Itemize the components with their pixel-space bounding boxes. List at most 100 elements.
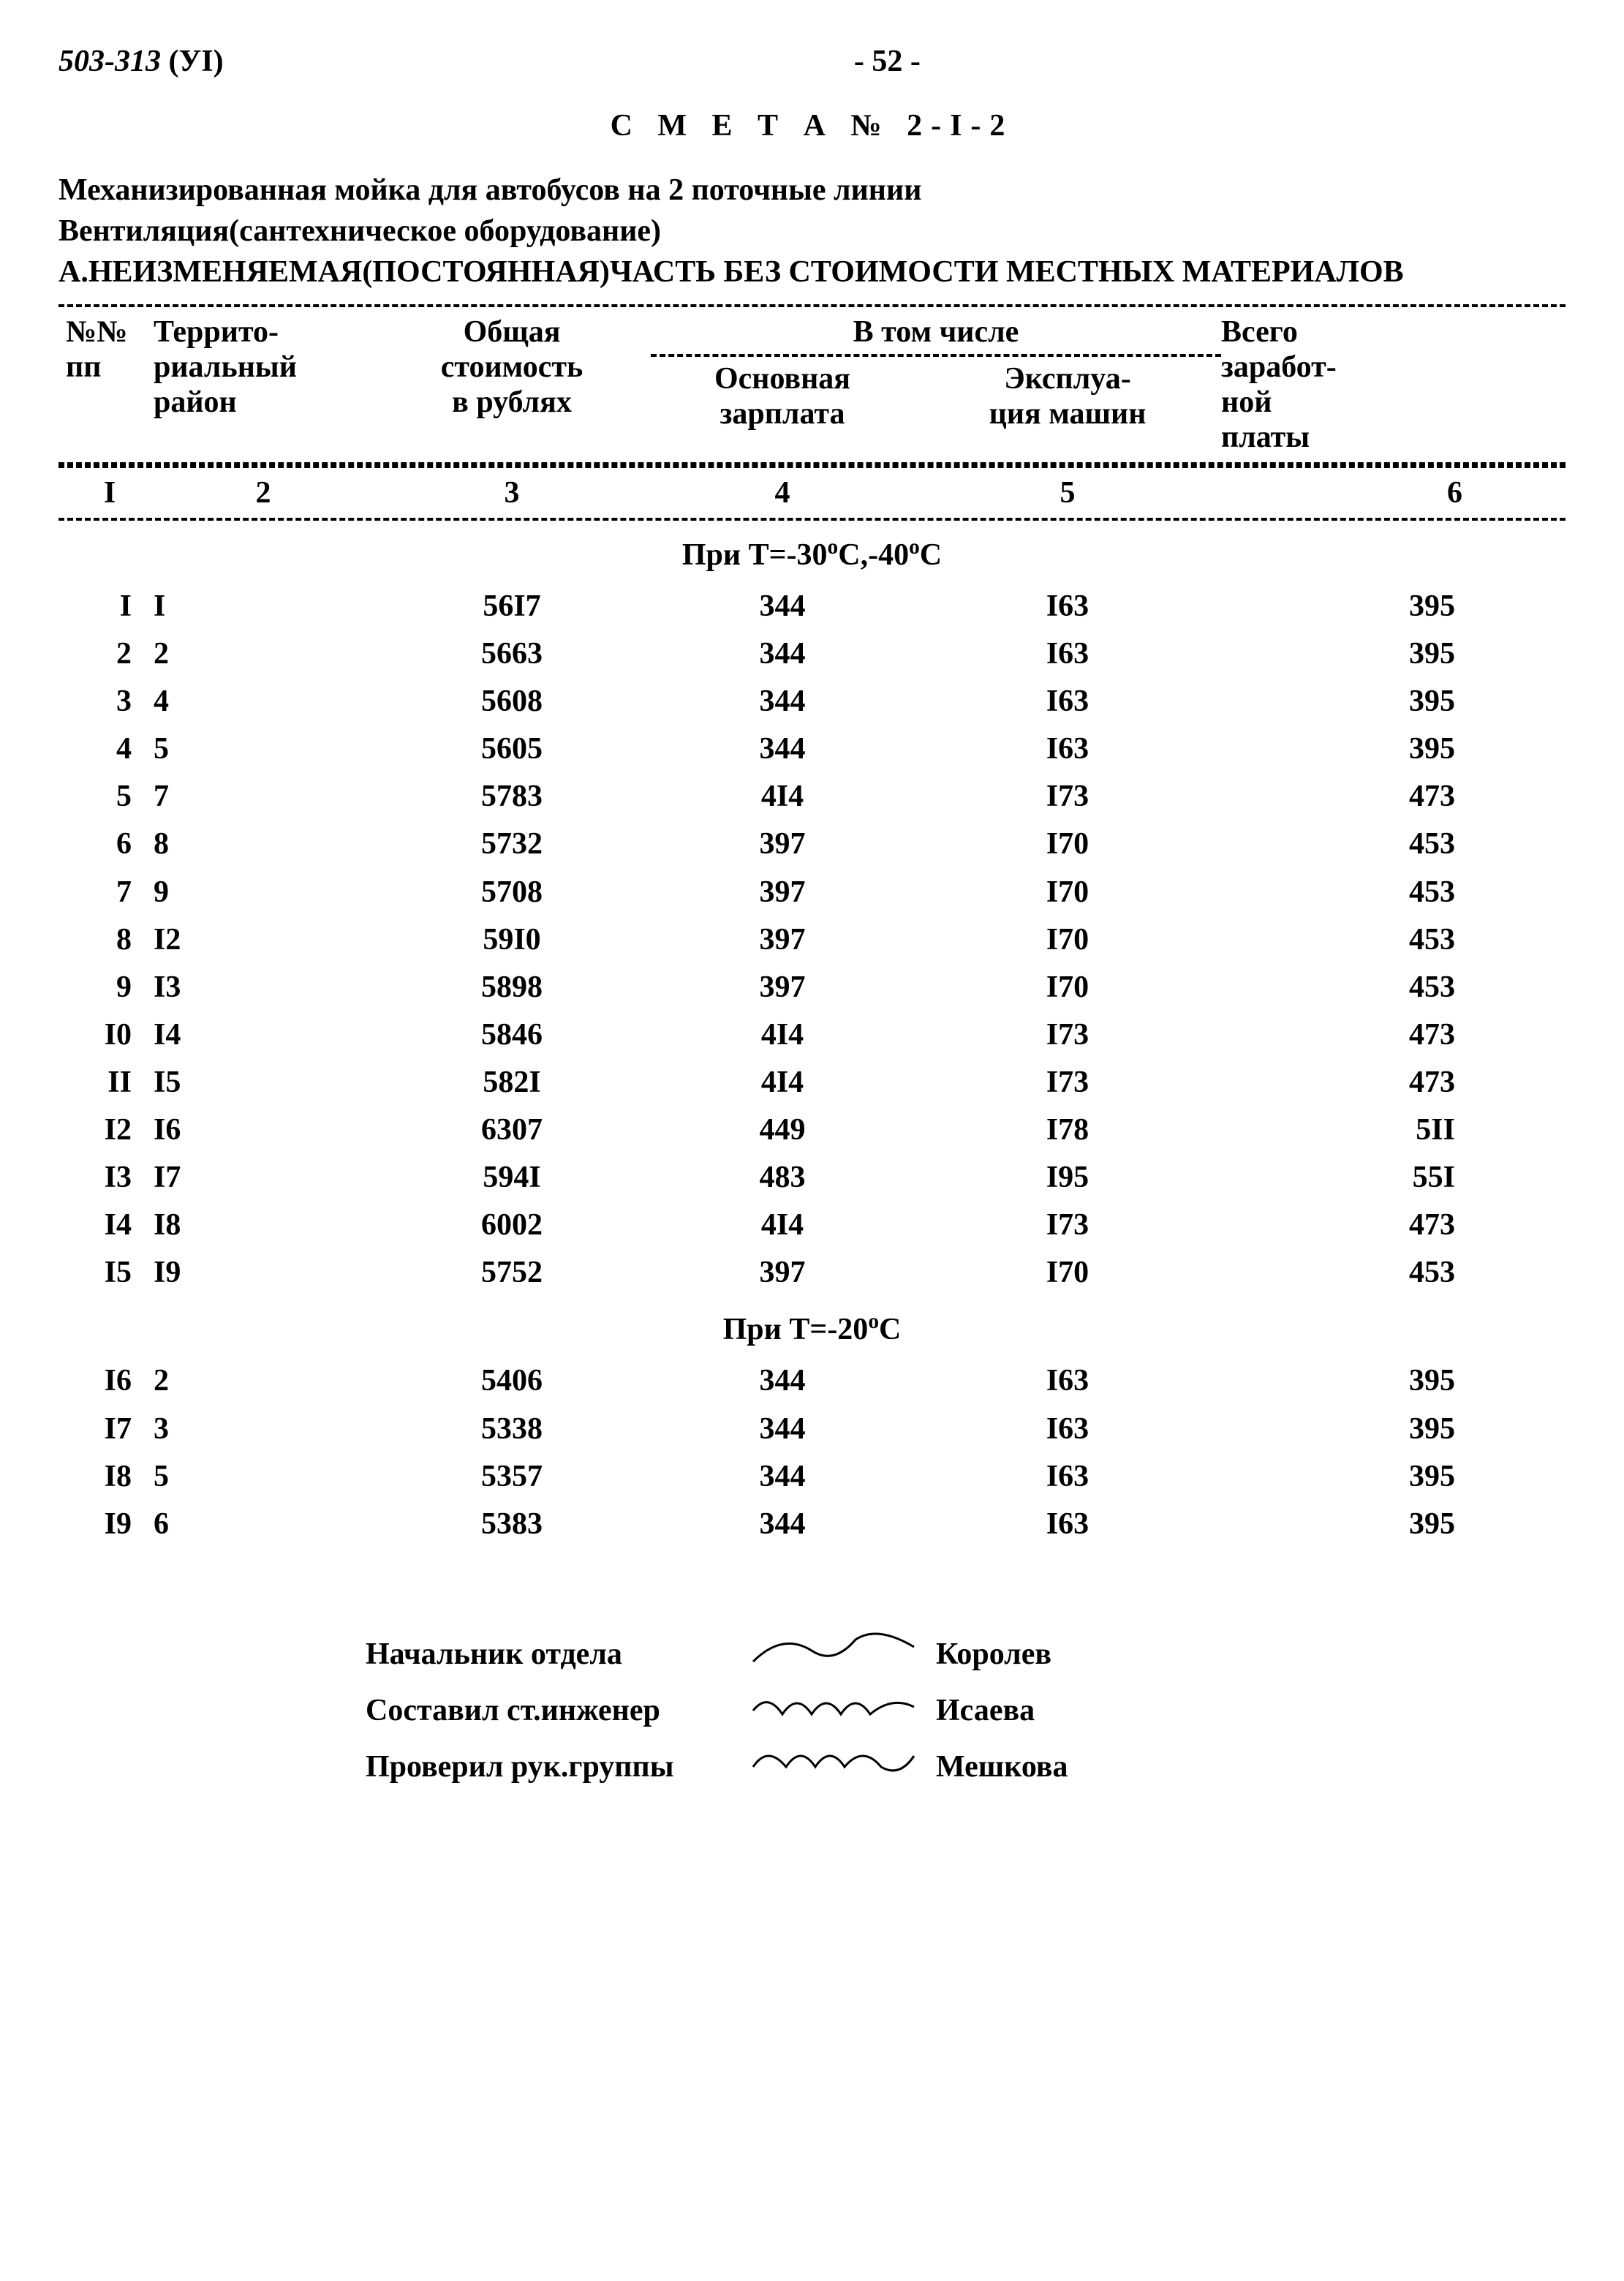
table-row: І4І860024І4І73473 — [58, 1202, 1566, 1249]
colnum-5: 5 — [914, 475, 1221, 510]
table-row: ІІІ5582І4І4І73473 — [58, 1059, 1566, 1106]
table-row: 9І35898397І70453 — [58, 964, 1566, 1011]
cell-all-pay: 473 — [1221, 773, 1484, 821]
cell-salary: 397 — [651, 821, 914, 868]
cell-total: 5783 — [373, 773, 651, 821]
cell-region: 5 — [154, 1453, 373, 1501]
table-row: І3І7594І483І9555І — [58, 1154, 1566, 1202]
cell-machines: І70 — [914, 869, 1221, 916]
cell-salary: 397 — [651, 1249, 914, 1297]
cell-machines: І63 — [914, 1453, 1221, 1501]
col-header-2: Террито- риальный район — [154, 314, 373, 420]
cell-all-pay: 473 — [1221, 1059, 1484, 1106]
table-row: І735338344І63395 — [58, 1406, 1566, 1453]
cell-salary: 344 — [651, 1357, 914, 1405]
cell-all-pay: 395 — [1221, 583, 1484, 630]
cell-salary: 483 — [651, 1154, 914, 1202]
cell-all-pay: 395 — [1221, 1357, 1484, 1405]
table-row: І965383344І63395 — [58, 1501, 1566, 1548]
cell-machines: І73 — [914, 773, 1221, 821]
cell-all-pay: 395 — [1221, 1501, 1484, 1548]
cell-salary: 397 — [651, 916, 914, 964]
cell-total: 5357 — [373, 1453, 651, 1501]
intro-line-1: Механизированная мойка для автобусов на … — [58, 173, 1566, 208]
col-header-3: Общая стоимость в рублях — [373, 314, 651, 420]
cell-total: 59І0 — [373, 916, 651, 964]
cell-region: І2 — [154, 916, 373, 964]
section-a-heading: А.НЕИЗМЕНЯЕМАЯ(ПОСТОЯННАЯ)ЧАСТЬ БЕЗ СТОИ… — [58, 255, 1566, 290]
cell-region: 4 — [154, 678, 373, 725]
signature-block: Начальник отдела Королев Составил ст.инж… — [366, 1629, 1566, 1793]
col-header-4: Основная зарплата — [651, 361, 914, 431]
signature-icon — [746, 1741, 936, 1793]
cell-salary: 4І4 — [651, 1011, 914, 1059]
cell-region: І9 — [154, 1249, 373, 1297]
cell-n: 5 — [58, 773, 154, 821]
cell-salary: 397 — [651, 869, 914, 916]
cell-total: 6002 — [373, 1202, 651, 1249]
colnum-1: І — [58, 475, 154, 510]
section-1-rows: ІІ56І7344І63395225663344І63395345608344І… — [58, 583, 1566, 1297]
cell-salary: 449 — [651, 1106, 914, 1154]
signature-icon — [746, 1629, 936, 1681]
table-header-block: №№ пп Террито- риальный район Общая стои… — [58, 304, 1566, 465]
cell-machines: І95 — [914, 1154, 1221, 1202]
colnum-4: 4 — [651, 475, 914, 510]
cell-total: 56І7 — [373, 583, 651, 630]
intro-line-2: Вентиляция(сантехническое оборудование) — [58, 214, 1566, 249]
cell-total: 5663 — [373, 630, 651, 678]
table-row: 8І259І0397І70453 — [58, 916, 1566, 964]
smeta-title: С М Е Т А № 2-I-2 — [58, 108, 1566, 143]
cell-machines: І70 — [914, 916, 1221, 964]
colnum-2: 2 — [154, 475, 373, 510]
signature-line: Составил ст.инженер Исаева — [366, 1685, 1566, 1737]
doc-code-number: 503-313 — [58, 45, 161, 78]
table-row: 455605344І63395 — [58, 725, 1566, 773]
table-header-row: №№ пп Террито- риальный район Общая стои… — [58, 314, 1566, 455]
col-header-1: №№ пп — [58, 314, 154, 385]
cell-all-pay: 395 — [1221, 630, 1484, 678]
table-row: 795708397І70453 — [58, 869, 1566, 916]
cell-n: 6 — [58, 821, 154, 868]
cell-all-pay: 453 — [1221, 916, 1484, 964]
top-line: 503-313 (УІ) - 52 - — [58, 44, 1566, 79]
column-number-row: І 2 3 4 5 6 — [58, 465, 1566, 521]
cell-salary: 344 — [651, 1501, 914, 1548]
cell-machines: І63 — [914, 725, 1221, 773]
including-header: В том числе — [651, 314, 1221, 357]
cell-all-pay: 453 — [1221, 1249, 1484, 1297]
cell-salary: 4І4 — [651, 773, 914, 821]
cell-region: 9 — [154, 869, 373, 916]
cell-all-pay: 395 — [1221, 678, 1484, 725]
page-number: - 52 - — [854, 44, 921, 79]
cell-machines: І63 — [914, 1501, 1221, 1548]
cell-n: І3 — [58, 1154, 154, 1202]
cell-n: І2 — [58, 1106, 154, 1154]
cell-region: 8 — [154, 821, 373, 868]
section-2-rows: І625406344І63395І735338344І63395І8553573… — [58, 1357, 1566, 1547]
cell-all-pay: 453 — [1221, 821, 1484, 868]
cell-n: І8 — [58, 1453, 154, 1501]
colnum-3: 3 — [373, 475, 651, 510]
table-row: І0І458464І4І73473 — [58, 1011, 1566, 1059]
cell-region: І — [154, 583, 373, 630]
cell-machines: І63 — [914, 1357, 1221, 1405]
cell-region: 3 — [154, 1406, 373, 1453]
sig-label: Составил ст.инженер — [366, 1693, 746, 1728]
cell-salary: 397 — [651, 964, 914, 1011]
including-wrapper: В том числе Основная зарплата Эксплуа- ц… — [651, 314, 1221, 431]
table-row: І625406344І63395 — [58, 1357, 1566, 1405]
cell-all-pay: 453 — [1221, 964, 1484, 1011]
cell-all-pay: 395 — [1221, 1453, 1484, 1501]
cell-all-pay: 55І — [1221, 1154, 1484, 1202]
cell-total: 594І — [373, 1154, 651, 1202]
cell-total: 5732 — [373, 821, 651, 868]
section-2-title: При Т=-20оС — [58, 1310, 1566, 1347]
cell-region: І4 — [154, 1011, 373, 1059]
cell-total: 5383 — [373, 1501, 651, 1548]
table-row: І2І66307449І785ІІ — [58, 1106, 1566, 1154]
cell-machines: І70 — [914, 1249, 1221, 1297]
signature-line: Начальник отдела Королев — [366, 1629, 1566, 1681]
cell-n: 7 — [58, 869, 154, 916]
cell-total: 5708 — [373, 869, 651, 916]
